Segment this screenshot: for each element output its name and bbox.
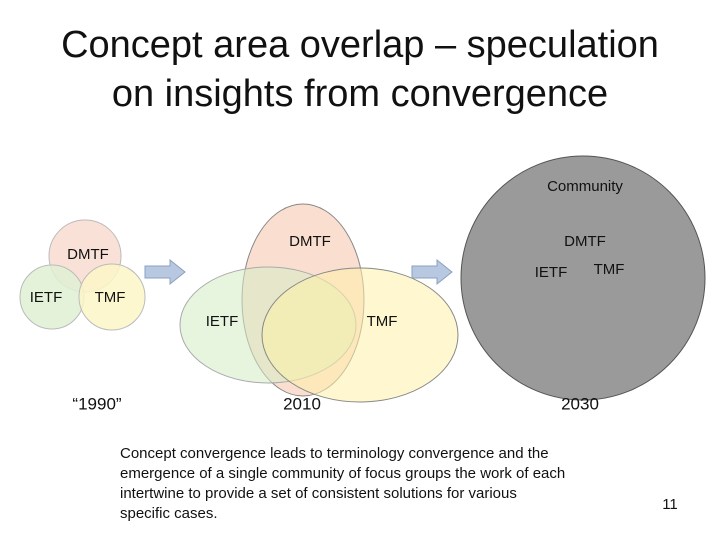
label: TMF [367,313,398,330]
label: DMTF [289,233,331,250]
caption-line: specific cases. [120,505,218,522]
caption-line: Concept convergence leads to terminology… [120,445,549,462]
label: IETF [206,313,239,330]
tmf-circle [78,263,146,331]
label: DMTF [564,233,606,250]
year: “1990” [72,394,121,413]
caption-line: emergence of a single community of focus… [120,465,565,482]
title-line: Concept area overlap – speculation [61,24,659,66]
arrow [144,258,186,286]
label: TMF [594,261,625,278]
label: IETF [30,289,63,306]
label: DMTF [67,246,109,263]
page-number: 11 [662,496,678,513]
label: Community [547,178,623,195]
caption-line: intertwine to provide a set of consisten… [120,485,517,502]
year: 2010 [283,394,321,413]
community-circle [460,155,706,401]
tmf-ellipse [261,267,459,403]
label: TMF [95,289,126,306]
year: 2030 [561,394,599,413]
title-line: on insights from convergence [112,73,608,115]
arrow [411,258,453,286]
label: IETF [535,264,568,281]
